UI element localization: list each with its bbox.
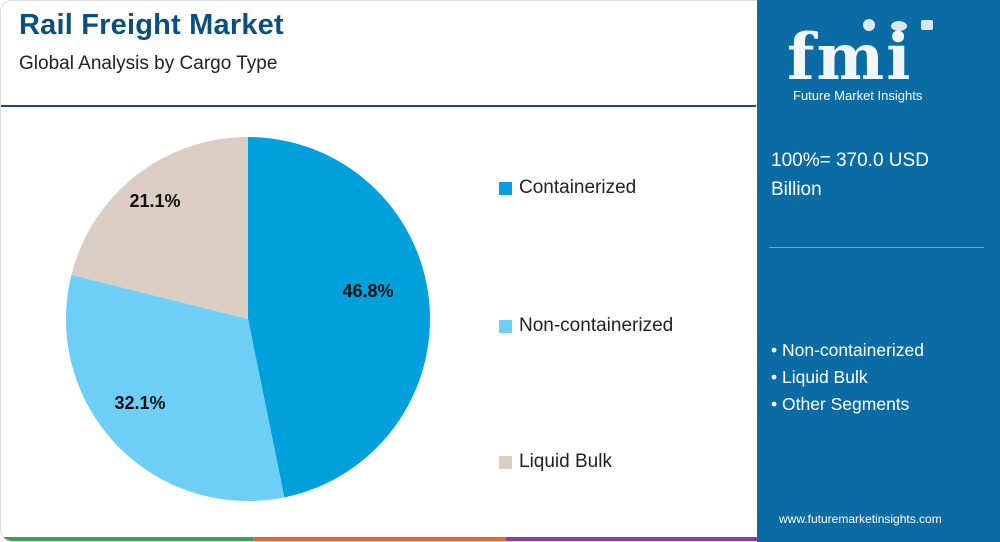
segment-list: • Non-containerized • Liquid Bulk • Othe…: [771, 337, 924, 418]
chart-title: Rail Freight Market: [19, 9, 284, 41]
legend-label: Liquid Bulk: [519, 451, 612, 472]
label-non-containerized: 32.1%: [114, 393, 165, 413]
segment-item: • Non-containerized: [771, 340, 925, 360]
bottom-color-stripe: [1, 537, 758, 541]
segment-item: • Other Segments: [771, 394, 910, 414]
logo-icons: [863, 19, 933, 31]
segment-item: • Liquid Bulk: [771, 367, 868, 387]
fmi-logo: fmi Future Market Insights: [787, 14, 977, 104]
info-sidebar: fmi Future Market Insights 100%= 370.0 U…: [757, 0, 1000, 542]
website-url: www.futuremarketinsights.com: [779, 512, 942, 526]
stripe-segment: [1, 537, 254, 541]
title-divider: [1, 105, 756, 107]
legend-non-containerized: Non-containerized: [499, 315, 673, 337]
stripe-segment: [505, 537, 758, 541]
legend-containerized: Containerized: [499, 177, 636, 199]
logo-brand-name: Future Market Insights: [793, 88, 923, 103]
market-total: 100%= 370.0 USD Billion: [771, 146, 986, 204]
pie-chart: 46.8% 32.1% 21.1%: [65, 137, 430, 501]
slice-liquid-bulk: [71, 137, 249, 319]
label-containerized: 46.8%: [342, 281, 393, 301]
sidebar-divider: [769, 247, 984, 248]
legend-label: Containerized: [519, 177, 637, 198]
legend-swatch: [499, 181, 512, 195]
chart-subtitle: Global Analysis by Cargo Type: [19, 53, 278, 74]
logo-mark: fmi: [787, 20, 913, 95]
legend-swatch: [499, 455, 512, 469]
market-total-line1: 100%= 370.0 USD: [771, 150, 929, 171]
slice-non-containerized: [65, 274, 285, 501]
slice-containerized: [248, 137, 430, 498]
legend-swatch: [499, 319, 512, 333]
legend-label: Non-containerized: [519, 315, 674, 336]
legend-liquid-bulk: Liquid Bulk: [499, 451, 612, 473]
stripe-segment: [253, 537, 506, 541]
market-total-line2: Billion: [771, 179, 822, 200]
label-liquid-bulk: 21.1%: [129, 191, 180, 211]
